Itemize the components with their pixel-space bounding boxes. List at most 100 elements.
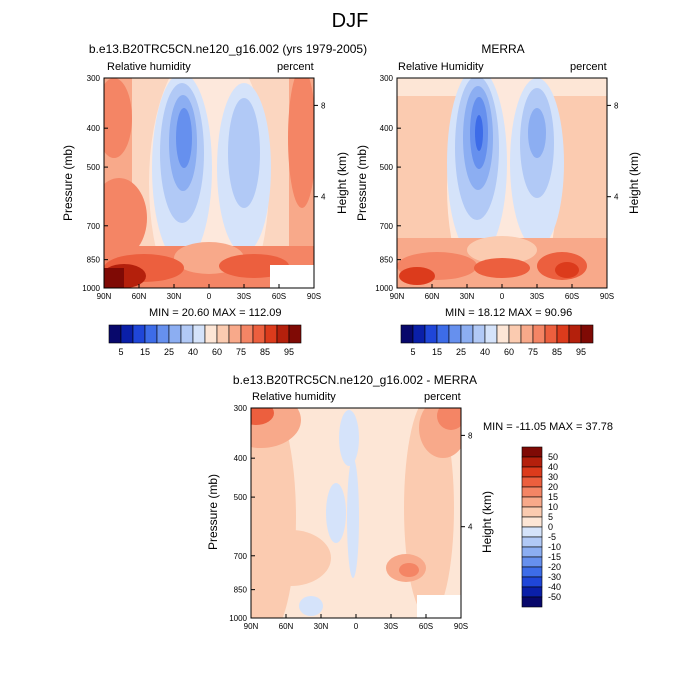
field-dry-sh-inner — [228, 98, 260, 208]
y-tick-label: 1000 — [82, 284, 100, 293]
panel-title-model: b.e13.B20TRC5CN.ne120_g16.002 (yrs 1979-… — [88, 42, 368, 56]
field-dry-nh-core — [176, 108, 192, 168]
colorbar-swatch — [448, 324, 462, 344]
colorbar-swatch — [521, 596, 543, 608]
y-tick-label: 400 — [234, 454, 248, 463]
field-neg-mid-nh — [326, 483, 346, 543]
colorbar-label: 50 — [548, 452, 558, 462]
colorbar-label: 20 — [548, 482, 558, 492]
y2-axis-label-diff: Height (km) — [480, 491, 494, 554]
colorbar-swatch — [496, 324, 510, 344]
colorbar-label: 25 — [164, 347, 174, 357]
contour-plot-model: 90N 60N 30N 0 30S 60S 90S 300 400 500 700 850 1000 8 4 — [82, 74, 326, 301]
x-tick-label: 0 — [500, 292, 505, 301]
x-tick-label: 60N — [425, 292, 440, 301]
x-tick-label: 60S — [419, 622, 433, 631]
colorbar-swatch — [460, 324, 474, 344]
field-neg-upper — [339, 410, 359, 466]
y2-tick-label: 8 — [468, 431, 473, 440]
colorbar-swatch — [521, 486, 543, 498]
y2-tick-label: 8 — [614, 101, 619, 110]
x-tick-label: 90S — [600, 292, 614, 301]
x-tick-label: 60S — [272, 292, 286, 301]
colorbar-label: 15 — [140, 347, 150, 357]
y-tick-label: 700 — [380, 222, 394, 231]
colorbar-label: 10 — [548, 502, 558, 512]
units-label-obs: percent — [570, 61, 607, 73]
colorbar-swatch — [472, 324, 486, 344]
stats-label-model: MIN = 20.60 MAX = 112.09 — [149, 307, 282, 319]
x-tick-label: 0 — [207, 292, 212, 301]
y2-tick-label: 8 — [321, 101, 326, 110]
colorbar-label: 75 — [236, 347, 246, 357]
y2-tick-label: 4 — [614, 193, 619, 202]
colorbar-swatch — [521, 456, 543, 468]
y-tick-label: 300 — [87, 74, 101, 83]
x-tick-label: 90N — [390, 292, 405, 301]
colorbar-obs: 5 15 25 40 60 75 85 95 — [400, 324, 594, 357]
colorbar-swatch — [156, 324, 170, 344]
field-bl-nh-core — [399, 267, 435, 285]
x-tick-label: 30S — [237, 292, 251, 301]
variable-label-model: Relative humidity — [107, 61, 191, 73]
stats-label-diff: MIN = -11.05 MAX = 37.78 — [483, 421, 614, 433]
y-tick-label: 500 — [234, 493, 248, 502]
colorbar-label: 5 — [118, 347, 123, 357]
y-tick-label: 1000 — [375, 284, 393, 293]
colorbar-swatch — [120, 324, 134, 344]
colorbar-swatch — [436, 324, 450, 344]
units-label-model: percent — [277, 61, 314, 73]
y-tick-label: 850 — [87, 256, 101, 265]
colorbar-swatch — [521, 536, 543, 548]
y-tick-label: 400 — [380, 124, 394, 133]
colorbar-label: 85 — [260, 347, 270, 357]
field-missing-data — [417, 595, 461, 618]
colorbar-swatch — [521, 546, 543, 558]
colorbar-swatch — [252, 324, 266, 344]
colorbar-swatch — [521, 576, 543, 588]
x-tick-label: 90S — [307, 292, 321, 301]
x-tick-label: 90N — [97, 292, 112, 301]
colorbar-label: 30 — [548, 472, 558, 482]
colorbar-swatch — [168, 324, 182, 344]
field-neg-surface — [299, 596, 323, 616]
field-pos-nh-top-core — [251, 408, 274, 425]
field-moist-nh-lower — [104, 178, 147, 258]
panel-title-diff: b.e13.B20TRC5CN.ne120_g16.002 - MERRA — [232, 373, 478, 387]
x-tick-label: 90S — [454, 622, 468, 631]
colorbar-swatch — [580, 324, 594, 344]
stats-label-obs: MIN = 18.12 MAX = 90.96 — [445, 307, 573, 319]
field-dry-nh-center — [475, 115, 483, 151]
field-bl-pole — [104, 268, 124, 288]
x-tick-label: 30S — [384, 622, 398, 631]
y-axis-label-diff: Pressure (mb) — [206, 474, 220, 551]
contour-plot-obs: 90N 60N 30N 0 30S 60S 90S 300 400 500 700 850 1000 8 4 — [375, 74, 619, 301]
y-axis-label-model: Pressure (mb) — [61, 145, 75, 222]
colorbar-label: -5 — [548, 532, 556, 542]
colorbar-swatch — [508, 324, 522, 344]
x-tick-label: 60N — [279, 622, 294, 631]
colorbar-label: 15 — [548, 492, 558, 502]
colorbar-label: 15 — [432, 347, 442, 357]
colorbar-swatch — [521, 476, 543, 488]
colorbar-label: 0 — [548, 522, 553, 532]
variable-label-obs: Relative Humidity — [398, 61, 484, 73]
x-tick-label: 30S — [530, 292, 544, 301]
y-tick-label: 500 — [380, 163, 394, 172]
colorbar-swatch — [484, 324, 498, 344]
figure-title: DJF — [331, 10, 369, 32]
colorbar-swatch — [240, 324, 254, 344]
colorbar-swatch — [288, 324, 302, 344]
y-tick-label: 500 — [87, 163, 101, 172]
field-pos-sh-top-core — [437, 408, 461, 430]
colorbar-swatch — [532, 324, 546, 344]
y-tick-label: 300 — [234, 404, 248, 413]
colorbar-label: 40 — [188, 347, 198, 357]
colorbar-swatch — [521, 466, 543, 478]
colorbar-swatch — [180, 324, 194, 344]
colorbar-swatch — [521, 506, 543, 518]
field-moist-nh-upper — [104, 78, 132, 158]
colorbar-swatch — [521, 516, 543, 528]
x-tick-label: 0 — [354, 622, 359, 631]
x-tick-label: 30N — [460, 292, 475, 301]
